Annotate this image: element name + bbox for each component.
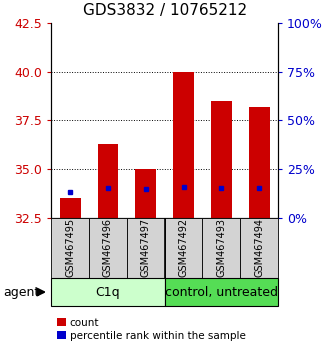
Bar [240, 218, 278, 278]
Bar [135, 169, 156, 218]
Text: GSM467497: GSM467497 [141, 218, 151, 278]
Text: agent: agent [3, 286, 40, 298]
Text: GSM467496: GSM467496 [103, 218, 113, 277]
Text: GSM467494: GSM467494 [254, 218, 264, 277]
Text: GSM467493: GSM467493 [216, 218, 226, 277]
Bar [249, 107, 269, 218]
Bar [211, 101, 232, 218]
Text: GSM467492: GSM467492 [178, 218, 189, 278]
Bar [51, 218, 89, 278]
Text: GSM467495: GSM467495 [65, 218, 75, 278]
Bar [98, 144, 118, 218]
Bar [203, 218, 240, 278]
Legend: count, percentile rank within the sample: count, percentile rank within the sample [53, 314, 250, 345]
Text: control, untreated: control, untreated [165, 286, 278, 298]
Bar [165, 218, 203, 278]
Bar [173, 72, 194, 218]
Bar [127, 218, 165, 278]
Bar [51, 278, 165, 306]
Bar [89, 218, 127, 278]
Bar [165, 278, 278, 306]
Text: GDS3832 / 10765212: GDS3832 / 10765212 [83, 3, 247, 18]
Bar [60, 198, 80, 218]
Text: C1q: C1q [96, 286, 120, 298]
